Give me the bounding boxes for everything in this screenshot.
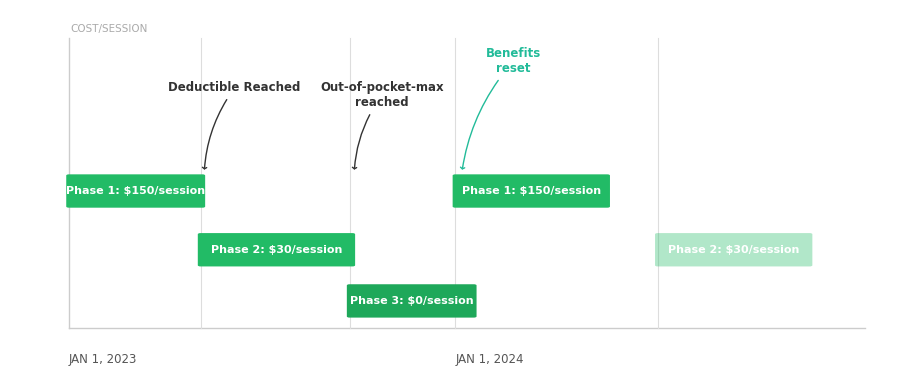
Text: Phase 2: $30/session: Phase 2: $30/session (210, 245, 342, 255)
FancyBboxPatch shape (66, 174, 205, 208)
Text: JAN 1, 2023: JAN 1, 2023 (69, 353, 137, 366)
Text: Phase 2: $30/session: Phase 2: $30/session (667, 245, 799, 255)
Text: COST/SESSION: COST/SESSION (71, 24, 148, 34)
FancyBboxPatch shape (654, 233, 811, 266)
Text: Phase 3: $0/session: Phase 3: $0/session (349, 296, 473, 306)
Text: Deductible Reached: Deductible Reached (168, 81, 301, 169)
FancyBboxPatch shape (198, 233, 355, 266)
Text: Phase 1: $150/session: Phase 1: $150/session (66, 186, 205, 196)
Text: Out-of-pocket-max
reached: Out-of-pocket-max reached (320, 81, 443, 169)
FancyBboxPatch shape (452, 174, 609, 208)
Text: Benefits
reset: Benefits reset (460, 47, 540, 169)
Text: Phase 1: $150/session: Phase 1: $150/session (461, 186, 600, 196)
FancyBboxPatch shape (346, 284, 476, 318)
Text: JAN 1, 2024: JAN 1, 2024 (455, 353, 523, 366)
